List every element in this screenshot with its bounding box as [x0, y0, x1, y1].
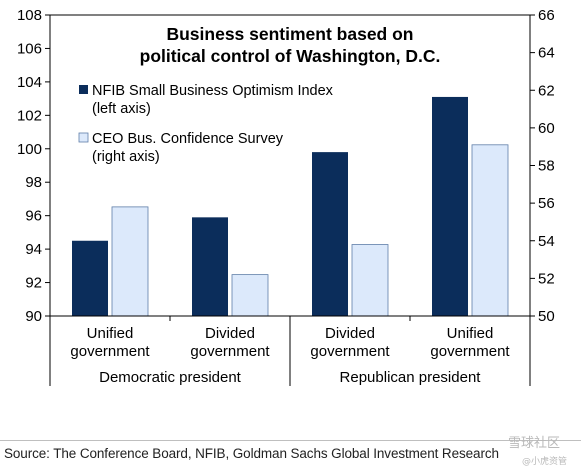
y-right-tick-label: 58 — [538, 158, 555, 175]
y-left-tick-label: 108 — [17, 7, 42, 24]
legend-label: CEO Bus. Confidence Survey — [92, 131, 284, 147]
y-right-tick-label: 50 — [538, 308, 555, 325]
watermark-handle: @小虎资管 — [522, 457, 568, 467]
bar-nfib-2 — [312, 152, 348, 316]
y-left-tick-label: 104 — [17, 74, 42, 91]
group-label: Democratic president — [99, 369, 242, 386]
y-left-tick-label: 92 — [25, 275, 42, 292]
chart: 90 92 94 96 98 100 102 104 106 108 50 52 54 56 58 60 62 6… — [17, 7, 555, 386]
y-left-tick-label: 102 — [17, 107, 42, 124]
watermark-text: 雪球社区 — [508, 436, 561, 451]
legend-swatch — [78, 132, 89, 143]
y-left-tick-label: 96 — [25, 208, 42, 225]
x-category-label: Divided — [325, 325, 375, 342]
x-category-label: government — [310, 343, 390, 360]
x-category-label: Divided — [205, 325, 255, 342]
y-left-tick-label: 94 — [25, 241, 42, 258]
x-category-label: government — [70, 343, 150, 360]
y-left-tick-label: 106 — [17, 40, 42, 57]
y-right-tick-label: 52 — [538, 270, 555, 287]
y-left-tick-label: 100 — [17, 141, 42, 158]
bar-nfib-1 — [192, 217, 228, 316]
bar-ceo-1 — [231, 274, 269, 317]
x-category-label: Unified — [447, 325, 494, 342]
y-right-tick-label: 56 — [538, 195, 555, 212]
x-category-label: Unified — [87, 325, 134, 342]
y-left-tick-label: 90 — [25, 308, 42, 325]
bar-ceo-3 — [471, 144, 509, 317]
y-right-tick-label: 66 — [538, 7, 555, 24]
y-left-tick-label: 98 — [25, 174, 42, 191]
x-category-label: government — [430, 343, 510, 360]
x-category-label: government — [190, 343, 270, 360]
y-right-tick-label: 62 — [538, 82, 555, 99]
bar-ceo-2 — [351, 244, 389, 317]
bar-nfib-0 — [72, 240, 108, 316]
source-divider — [0, 440, 581, 441]
y-right-tick-label: 64 — [538, 45, 555, 62]
bar-nfib-3 — [432, 96, 468, 316]
chart-title: Business sentiment based on — [166, 24, 413, 44]
source-note: Source: The Conference Board, NFIB, Gold… — [4, 446, 499, 461]
chart-title: political control of Washington, D.C. — [140, 46, 441, 66]
bar-ceo-0 — [111, 206, 149, 317]
group-label: Republican president — [340, 369, 482, 386]
legend-swatch — [79, 85, 88, 94]
y-right-tick-label: 54 — [538, 233, 555, 250]
y-right-tick-label: 60 — [538, 120, 555, 137]
legend-label: (left axis) — [92, 101, 151, 117]
legend-label: NFIB Small Business Optimism Index — [92, 83, 334, 99]
legend-label: (right axis) — [92, 149, 160, 165]
